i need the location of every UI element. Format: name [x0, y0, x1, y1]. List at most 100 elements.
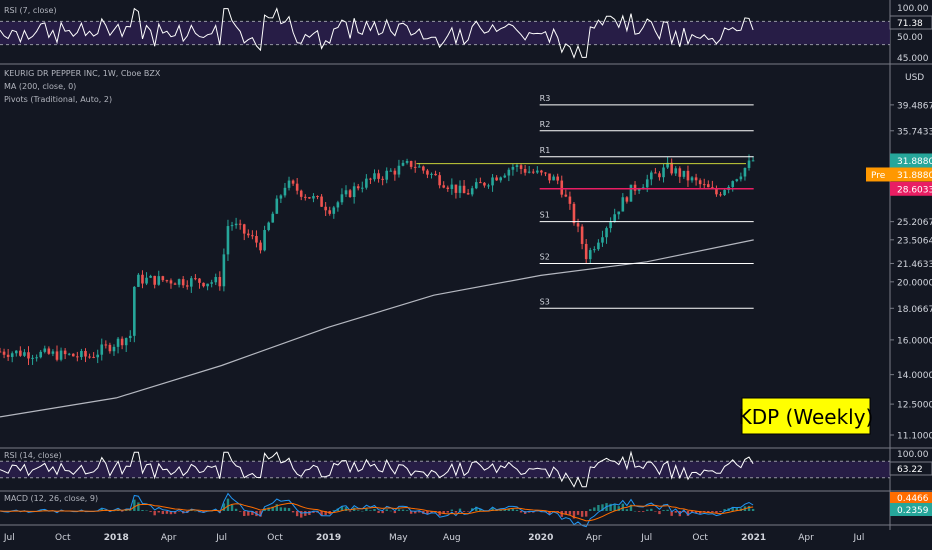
candle-body — [251, 235, 254, 237]
macd-bar — [312, 511, 315, 513]
macd-bar — [495, 510, 498, 511]
macd-value: 0.2359 — [897, 506, 929, 516]
pivot-label-r3: R3 — [540, 94, 551, 103]
macd-bar — [385, 509, 388, 511]
macd-bar — [405, 510, 409, 511]
macd-signal-tag — [890, 492, 932, 503]
candle-body — [609, 222, 612, 229]
y-tick-label: 11.1000 — [897, 432, 932, 442]
candle-body — [495, 177, 498, 181]
macd-bar — [157, 511, 160, 513]
candle-body — [324, 206, 327, 211]
y-tick-label: 25.2067 — [897, 218, 932, 228]
macd-bar — [446, 511, 449, 513]
candle-body — [247, 233, 250, 236]
candle-body — [584, 243, 588, 260]
candle-body — [27, 352, 30, 359]
candle-body — [633, 184, 637, 191]
price-tag-support — [890, 181, 932, 196]
ma-legend: MA (200, close, 0) — [4, 82, 76, 91]
macd-bar — [637, 511, 641, 512]
macd-value-tag — [890, 503, 932, 516]
macd-bar — [340, 506, 344, 511]
pivot-label-s2: S2 — [540, 252, 550, 261]
candle-body — [19, 350, 22, 356]
macd-bar — [304, 511, 307, 516]
macd-bar — [646, 509, 649, 511]
macd-bar — [519, 511, 523, 513]
macd-bar — [414, 511, 417, 514]
candle-body — [218, 277, 222, 287]
candle-body — [666, 162, 669, 168]
candle-body — [279, 195, 283, 199]
candle-body — [593, 249, 596, 251]
macd-bar — [381, 511, 384, 514]
rsi14-line — [0, 450, 754, 488]
candle-body — [511, 166, 515, 170]
candle-body — [238, 223, 242, 225]
macd-bar — [426, 511, 429, 515]
macd-bar — [177, 511, 181, 512]
pre-tag-label: Pre — [871, 171, 886, 181]
macd-bar — [401, 509, 405, 511]
candle-body — [31, 357, 34, 359]
macd-bar — [287, 508, 291, 511]
x-tick-label: Jul — [852, 533, 864, 543]
macd-bar — [279, 507, 283, 511]
candle-body — [55, 351, 59, 360]
candle-body — [617, 211, 621, 215]
macd-bar — [377, 511, 380, 513]
candle-body — [568, 196, 572, 204]
candle-body — [723, 189, 726, 196]
candle-body — [214, 277, 218, 283]
candle-body — [719, 194, 722, 196]
candle-body — [356, 186, 360, 189]
y-tick-label: 14.0000 — [897, 371, 932, 381]
x-tick-label: Oct — [267, 533, 283, 543]
candle-body — [181, 279, 185, 286]
y-tick-label: 18.0667 — [897, 305, 932, 315]
macd-bar — [548, 511, 551, 515]
candle-body — [92, 356, 95, 358]
candle-body — [747, 160, 751, 168]
macd-bar — [397, 509, 401, 511]
macd-bar — [100, 508, 103, 511]
candle-body — [0, 351, 2, 353]
macd-bar — [55, 511, 59, 513]
candle-body — [707, 184, 710, 188]
candle-body — [153, 275, 156, 285]
candle-body — [169, 280, 173, 284]
candle-body — [401, 162, 405, 166]
candle-body — [597, 242, 600, 250]
candle-body — [352, 186, 356, 198]
macd-bar — [731, 506, 734, 511]
macd-bar — [466, 511, 470, 512]
candle-body — [519, 165, 523, 169]
macd-bar — [564, 511, 568, 515]
price-candles — [0, 154, 755, 366]
macd-bar — [633, 510, 637, 512]
candle-body — [536, 170, 539, 173]
y-tick-label: 20.0000 — [897, 278, 932, 288]
candle-body — [731, 181, 735, 187]
candle-body — [462, 185, 466, 194]
pivots-legend: Pivots (Traditional, Auto, 2) — [4, 95, 112, 104]
candle-body — [674, 168, 678, 174]
candle-body — [499, 177, 502, 181]
candle-body — [450, 184, 454, 189]
macd-signal-line — [0, 502, 754, 522]
candle-body — [112, 346, 116, 352]
candle-body — [739, 176, 743, 180]
candle-body — [226, 226, 230, 255]
currency-label: USD — [905, 73, 924, 83]
candle-body — [544, 172, 547, 174]
macd-bar — [589, 509, 592, 511]
candle-body — [295, 183, 299, 191]
candle-body — [523, 168, 527, 173]
rsi14-title: RSI (14, close) — [4, 451, 62, 460]
macd-bar — [161, 511, 165, 515]
macd-bar — [169, 511, 173, 515]
x-tick-label: 2018 — [104, 533, 129, 543]
